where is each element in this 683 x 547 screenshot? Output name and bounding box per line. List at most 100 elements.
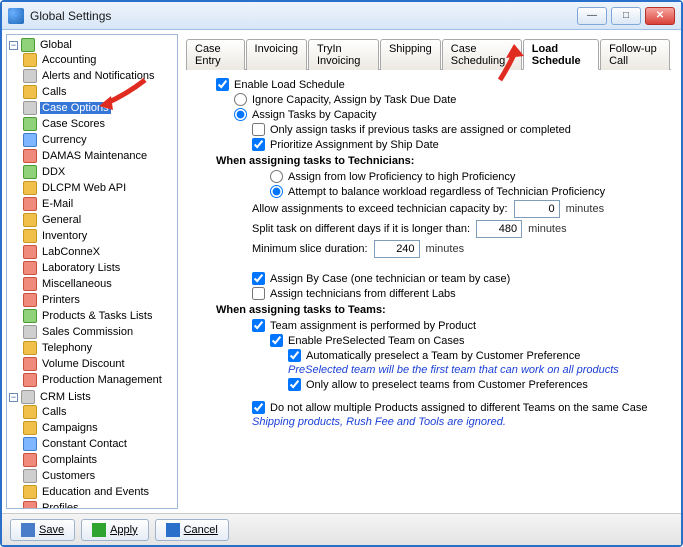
apply-button[interactable]: Apply — [81, 519, 149, 541]
tabs: Case EntryInvoicingTryIn InvoicingShippi… — [186, 38, 671, 70]
tree-item-campaigns[interactable]: Campaigns — [23, 421, 175, 435]
save-button[interactable]: Save — [10, 519, 75, 541]
tree-item-education-and-events[interactable]: Education and Events — [23, 485, 175, 499]
team-by-product-checkbox[interactable] — [252, 319, 265, 332]
tree-item-icon — [23, 117, 37, 131]
tree-item-icon — [23, 501, 37, 509]
tree-item-products-tasks-lists[interactable]: Products & Tasks Lists — [23, 309, 175, 323]
cancel-icon — [166, 523, 180, 537]
only-assign-checkbox[interactable] — [252, 123, 265, 136]
tab-case-entry[interactable]: Case Entry — [186, 39, 245, 70]
enable-load-schedule-checkbox[interactable] — [216, 78, 229, 91]
tree-item-icon — [23, 421, 37, 435]
tree-item-icon — [23, 453, 37, 467]
tree-item-ddx[interactable]: DDX — [23, 165, 175, 179]
tree-item-label: Case Options — [40, 102, 111, 114]
tree-item-icon — [23, 149, 37, 163]
tree-item-calls[interactable]: Calls — [23, 405, 175, 419]
tree-item-customers[interactable]: Customers — [23, 469, 175, 483]
expand-icon[interactable]: − — [9, 41, 18, 50]
tree-item-label: Case Scores — [40, 118, 107, 130]
tree-item-label: Calls — [40, 406, 68, 418]
tree-item-label: Miscellaneous — [40, 278, 114, 290]
close-button[interactable]: ✕ — [645, 7, 675, 25]
tab-shipping[interactable]: Shipping — [380, 39, 441, 70]
different-labs-label: Assign technicians from different Labs — [270, 288, 456, 300]
window-controls: — □ ✕ — [577, 7, 675, 25]
section-technicians: When assigning tasks to Technicians: — [216, 155, 671, 167]
tree-item-icon — [23, 53, 37, 67]
prioritize-shipdate-checkbox[interactable] — [252, 138, 265, 151]
balance-workload-radio[interactable] — [270, 185, 283, 198]
tree-item-constant-contact[interactable]: Constant Contact — [23, 437, 175, 451]
ignore-capacity-radio[interactable] — [234, 93, 247, 106]
tree-item-accounting[interactable]: Accounting — [23, 53, 175, 67]
tree-item-crm-lists[interactable]: − CRM Lists — [9, 390, 175, 404]
tab-tryin-invoicing[interactable]: TryIn Invoicing — [308, 39, 379, 70]
tree-item-inventory[interactable]: Inventory — [23, 229, 175, 243]
tree-item-labconnex[interactable]: LabConneX — [23, 245, 175, 259]
min-slice-label: Minimum slice duration: — [252, 243, 368, 255]
tree-item-volume-discount[interactable]: Volume Discount — [23, 357, 175, 371]
tree-item-icon — [23, 213, 37, 227]
prioritize-shipdate-label: Prioritize Assignment by Ship Date — [270, 139, 439, 151]
tree-item-icon — [23, 261, 37, 275]
no-multi-products-checkbox[interactable] — [252, 401, 265, 414]
assign-by-case-checkbox[interactable] — [252, 272, 265, 285]
tree-item-label: Inventory — [40, 230, 89, 242]
unit-minutes-2: minutes — [528, 223, 567, 235]
apply-label: Apply — [110, 524, 138, 536]
expand-icon[interactable]: − — [9, 393, 18, 402]
min-slice-input[interactable] — [374, 240, 420, 258]
tree-item-currency[interactable]: Currency — [23, 133, 175, 147]
tree-item-e-mail[interactable]: E-Mail — [23, 197, 175, 211]
tree-item-icon — [23, 341, 37, 355]
tree-item-miscellaneous[interactable]: Miscellaneous — [23, 277, 175, 291]
low-to-high-radio[interactable] — [270, 170, 283, 183]
tree-item-icon — [23, 197, 37, 211]
tree-item-dlcpm-web-api[interactable]: DLCPM Web API — [23, 181, 175, 195]
exceed-capacity-input[interactable] — [514, 200, 560, 218]
tree-item-profiles[interactable]: Profiles — [23, 501, 175, 509]
different-labs-checkbox[interactable] — [252, 287, 265, 300]
tree-item-telephony[interactable]: Telephony — [23, 341, 175, 355]
tab-invoicing[interactable]: Invoicing — [246, 39, 307, 70]
tree-item-case-options[interactable]: Case Options — [23, 101, 175, 115]
tree-item-label: Accounting — [40, 54, 98, 66]
save-label: Save — [39, 524, 64, 536]
save-icon — [21, 523, 35, 537]
tab-case-scheduling[interactable]: Case Scheduling — [442, 39, 522, 70]
enable-preselected-checkbox[interactable] — [270, 334, 283, 347]
tree-item-complaints[interactable]: Complaints — [23, 453, 175, 467]
only-preselect-checkbox[interactable] — [288, 378, 301, 391]
tree-item-general[interactable]: General — [23, 213, 175, 227]
button-bar: Save Apply Cancel — [2, 513, 681, 545]
tree-item-global[interactable]: −Global — [9, 38, 175, 52]
tree-item-label: Telephony — [40, 342, 94, 354]
only-preselect-label: Only allow to preselect teams from Custo… — [306, 379, 588, 391]
tree-item-label: DLCPM Web API — [40, 182, 128, 194]
tree-item-damas-maintenance[interactable]: DAMAS Maintenance — [23, 149, 175, 163]
tree-item-label: CRM Lists — [38, 391, 93, 403]
tree-item-sales-commission[interactable]: Sales Commission — [23, 325, 175, 339]
split-task-input[interactable] — [476, 220, 522, 238]
maximize-button[interactable]: □ — [611, 7, 641, 25]
tree-item-icon — [23, 101, 37, 115]
tree-item-icon — [23, 485, 37, 499]
tree-item-case-scores[interactable]: Case Scores — [23, 117, 175, 131]
sidebar-tree[interactable]: −Global Accounting Alerts and Notification… — [6, 34, 178, 509]
tab-follow-up-call[interactable]: Follow-up Call — [600, 39, 670, 70]
tree-item-icon — [21, 38, 35, 52]
tree-item-alerts-and-notifications[interactable]: Alerts and Notifications — [23, 69, 175, 83]
auto-preselect-checkbox[interactable] — [288, 349, 301, 362]
cancel-button[interactable]: Cancel — [155, 519, 229, 541]
tree-item-label: LabConneX — [40, 246, 102, 258]
assign-by-capacity-radio[interactable] — [234, 108, 247, 121]
tree-item-calls[interactable]: Calls — [23, 85, 175, 99]
minimize-button[interactable]: — — [577, 7, 607, 25]
tree-item-laboratory-lists[interactable]: Laboratory Lists — [23, 261, 175, 275]
tree-item-production-management[interactable]: Production Management — [23, 373, 175, 387]
tab-load-schedule[interactable]: Load Schedule — [523, 39, 599, 70]
tree-item-printers[interactable]: Printers — [23, 293, 175, 307]
apply-icon — [92, 523, 106, 537]
